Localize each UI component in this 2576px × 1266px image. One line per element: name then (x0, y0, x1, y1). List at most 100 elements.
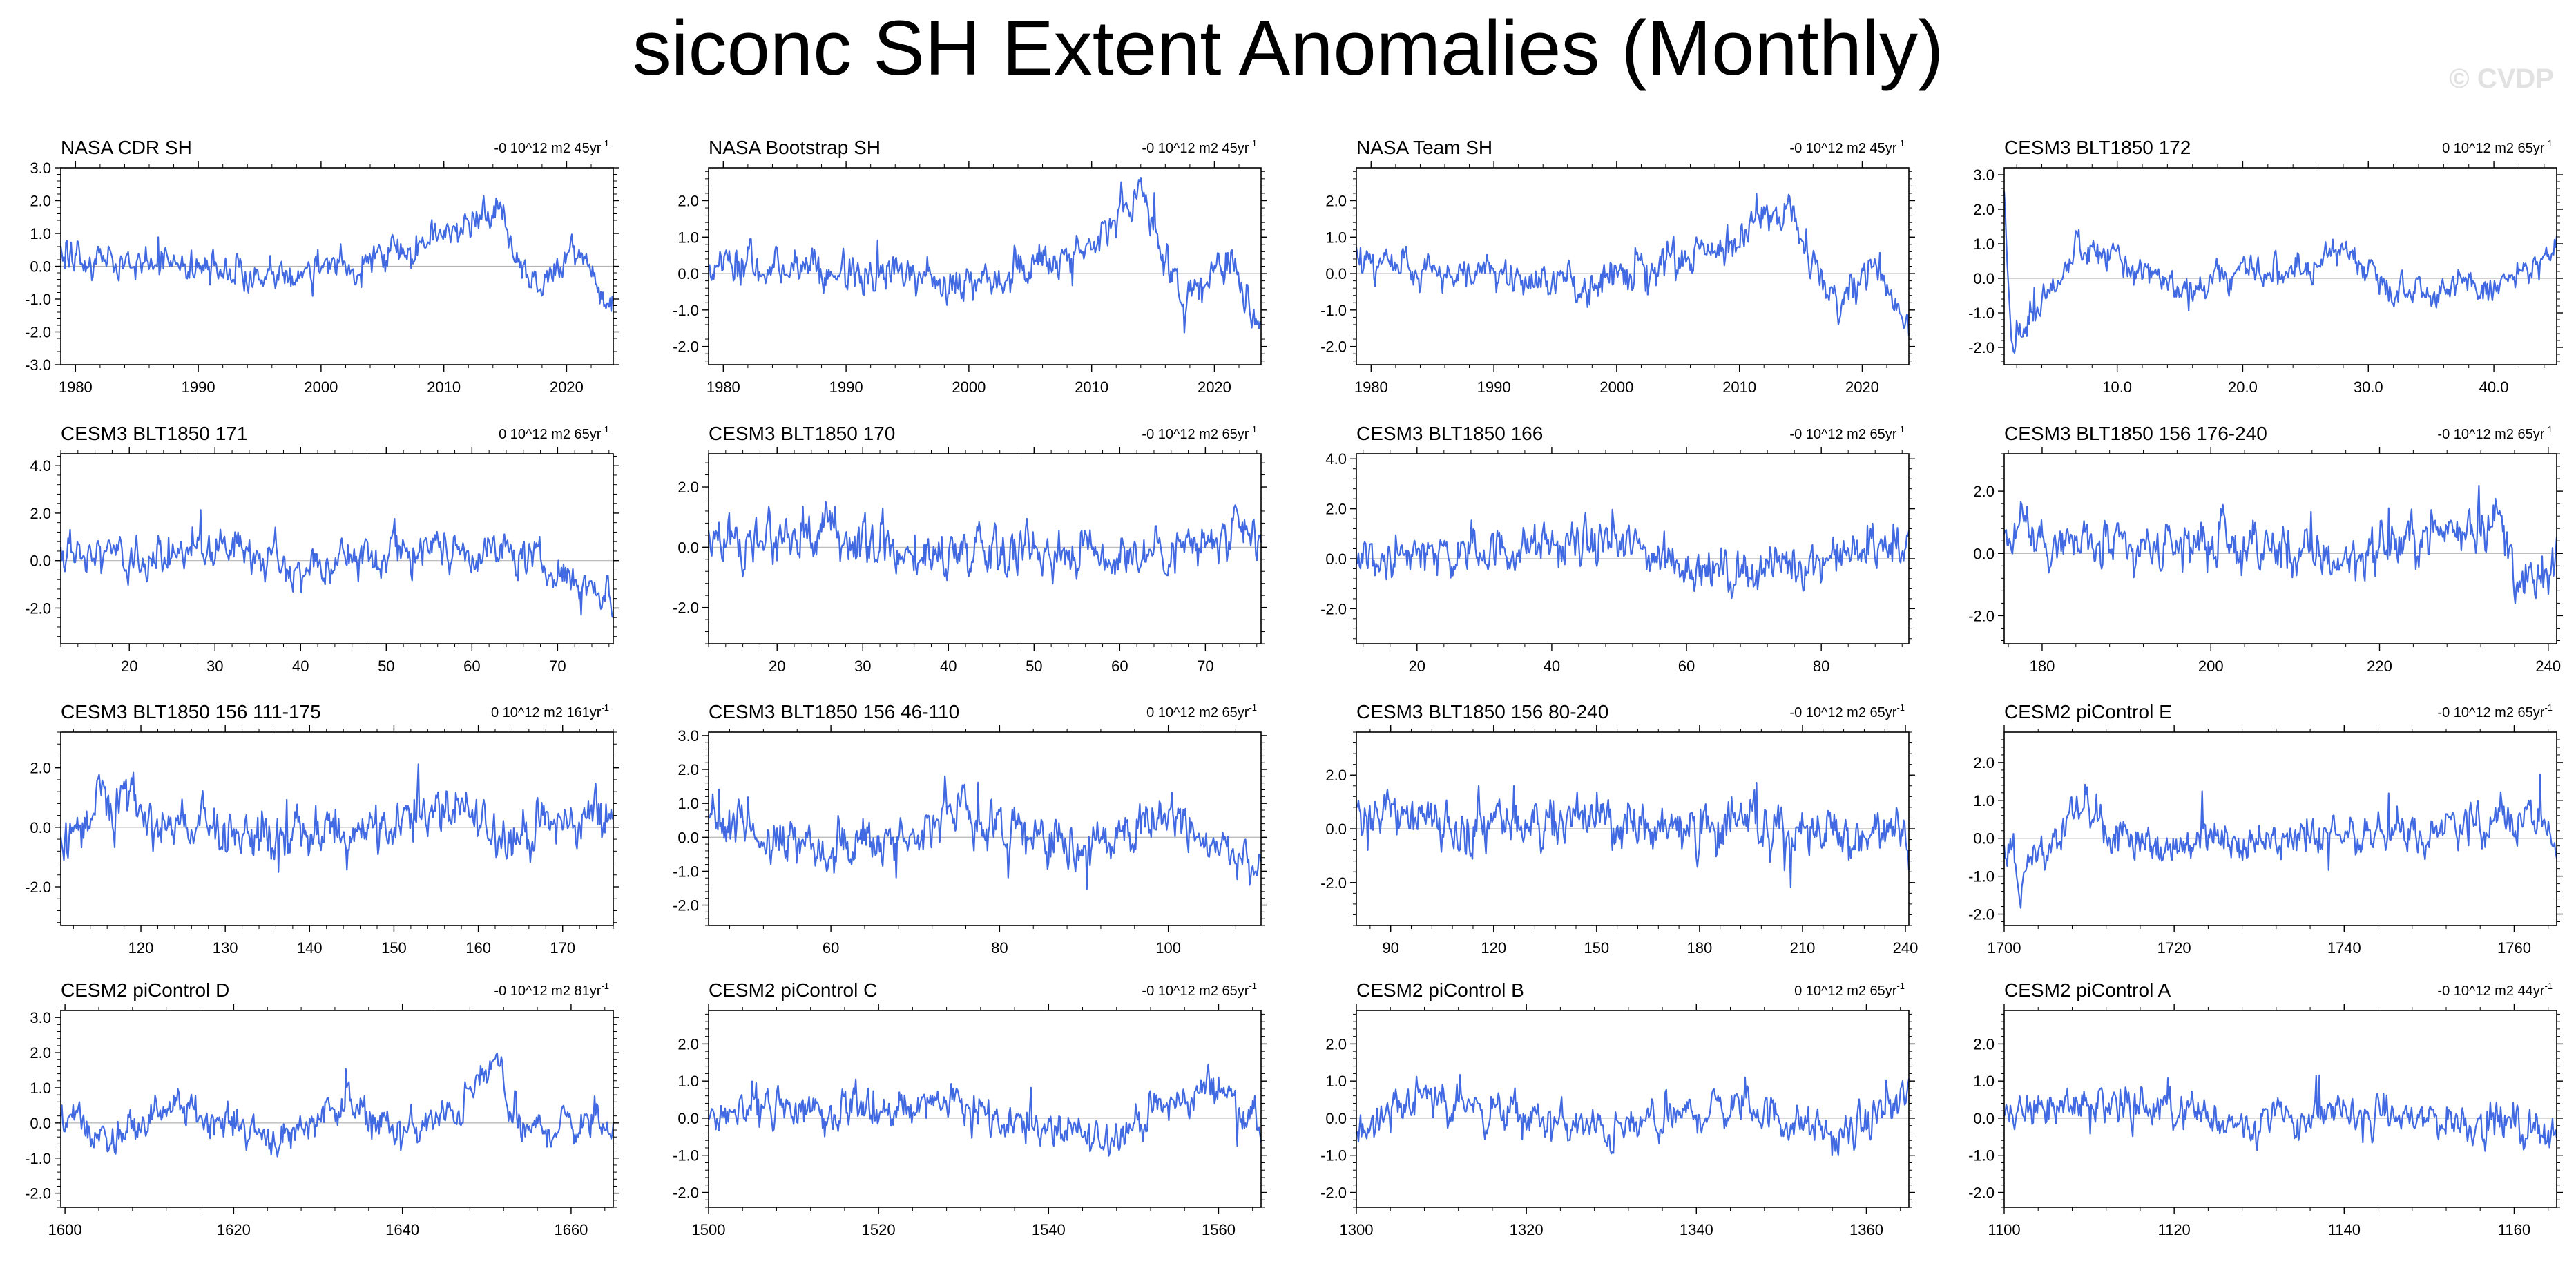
y-tick-label: 0.0 (30, 1115, 51, 1132)
x-tick-label: 180 (2030, 658, 2055, 675)
x-tick-label: 180 (1687, 939, 1713, 957)
panel-stat-exponent: -1 (2544, 702, 2553, 713)
plot-frame (708, 731, 1262, 926)
panel-stat-exponent: -1 (1249, 702, 1257, 713)
series-line (707, 501, 1262, 585)
series-line (1356, 781, 1910, 888)
panel-title: CESM2 piControl B (1356, 979, 1524, 1001)
y-tick-label: -2.0 (673, 897, 699, 914)
y-tick-label: 1.0 (677, 1073, 699, 1090)
x-tick-label: 1740 (2327, 939, 2361, 957)
y-tick-label: 0.0 (1973, 545, 1995, 562)
panel-stat-exponent: -1 (1896, 424, 1905, 434)
panel-stat-exponent: -1 (1249, 981, 1257, 991)
figure-title: siconc SH Extent Anomalies (Monthly) (632, 5, 1944, 91)
y-tick-label: -1.0 (673, 863, 699, 880)
plot-frame (2003, 731, 2557, 926)
y-tick-label: 1.0 (677, 795, 699, 812)
x-tick-label: 1520 (862, 1221, 896, 1238)
x-tick-label: 150 (1584, 939, 1609, 957)
panel-stat: -0 10^12 m2 65yr-1 (2437, 424, 2553, 442)
x-tick-label: 1660 (554, 1221, 588, 1238)
panel-stat: 0 10^12 m2 161yr-1 (491, 702, 609, 720)
panel-stat: -0 10^12 m2 65yr-1 (1142, 424, 1257, 442)
x-tick-label: 1560 (1202, 1221, 1236, 1238)
panel-stat-exponent: -1 (2544, 424, 2553, 434)
y-tick-label: 2.0 (1325, 1035, 1347, 1053)
panel-stat-exponent: -1 (2544, 981, 2553, 991)
x-tick-label: 90 (1382, 939, 1398, 957)
y-tick-label: 1.0 (1325, 1073, 1347, 1090)
y-tick-label: 0.0 (30, 819, 51, 836)
plot-frame (60, 1010, 614, 1208)
x-tick-label: 160 (465, 939, 491, 957)
panel-15: CESM2 piControl B 0 10^12 m2 65yr-1 -2.0 -1… (1320, 979, 1915, 1238)
panel-stat: -0 10^12 m2 65yr-1 (1789, 702, 1905, 720)
x-tick-label: 1990 (1477, 378, 1511, 396)
panel-stat-text: -0 10^12 m2 65yr (1142, 427, 1249, 442)
y-tick-label: 0.0 (1325, 821, 1347, 838)
panel-stat-text: -0 10^12 m2 45yr (494, 141, 601, 156)
y-tick-label: 2.0 (1973, 754, 1995, 771)
panel-stat-exponent: -1 (1896, 702, 1905, 713)
panel-stat: -0 10^12 m2 65yr-1 (1789, 424, 1905, 442)
panel-stat: -0 10^12 m2 45yr-1 (1789, 138, 1905, 156)
x-tick-label: 2020 (1198, 378, 1231, 396)
plot-frame (60, 453, 614, 644)
y-tick-label: 1.0 (30, 1080, 51, 1097)
series-line (59, 509, 614, 618)
x-tick-label: 200 (2198, 658, 2224, 675)
x-tick-label: 2010 (1075, 378, 1108, 396)
y-tick-label: 4.0 (1325, 450, 1347, 468)
panel-stat-text: -0 10^12 m2 45yr (1142, 141, 1249, 156)
panel-stat-text: -0 10^12 m2 65yr (2437, 427, 2544, 442)
x-tick-label: 1320 (1510, 1221, 1544, 1238)
panel-stat-text: 0 10^12 m2 65yr (1794, 984, 1897, 999)
panel-title: CESM3 BLT1850 156 46-110 (709, 701, 959, 722)
panel-stat: 0 10^12 m2 65yr-1 (1794, 981, 1905, 999)
y-tick-label: 1.0 (30, 225, 51, 242)
y-tick-label: 0.0 (677, 265, 699, 282)
x-tick-label: 1500 (692, 1221, 726, 1238)
series-line (1356, 1073, 1910, 1157)
x-tick-label: 2000 (1599, 378, 1633, 396)
panel-title: CESM3 BLT1850 172 (2004, 137, 2191, 158)
y-tick-label: 1.0 (1973, 236, 1995, 253)
panel-14: CESM2 piControl C -0 10^12 m2 65yr-1 -2.0 -… (673, 979, 1267, 1238)
y-tick-label: -1.0 (25, 291, 51, 308)
x-tick-label: 150 (381, 939, 407, 957)
x-tick-label: 140 (297, 939, 323, 957)
panel-title: CESM3 BLT1850 166 (1356, 423, 1543, 444)
x-tick-label: 20 (121, 658, 137, 675)
y-tick-label: 0.0 (677, 1110, 699, 1127)
plot-frame (2003, 1010, 2557, 1208)
x-tick-label: 130 (213, 939, 238, 957)
y-tick-label: -1.0 (1968, 1147, 1995, 1164)
panel-16: CESM2 piControl A -0 10^12 m2 44yr-1 -2.0 -… (1968, 979, 2563, 1238)
x-tick-label: 2020 (1845, 378, 1879, 396)
panel-stat-text: -0 10^12 m2 65yr (1789, 705, 1896, 720)
panel-3: NASA Team SH -0 10^12 m2 45yr-1 -2.0 -1.0 0.… (1320, 137, 1915, 396)
x-tick-label: 30 (854, 658, 871, 675)
x-tick-label: 1120 (2157, 1221, 2190, 1238)
plot-frame (708, 453, 1262, 644)
y-tick-label: -1.0 (1320, 302, 1347, 319)
x-tick-label: 1990 (829, 378, 863, 396)
y-tick-label: 2.0 (1973, 483, 1995, 500)
x-tick-label: 30.0 (2354, 378, 2383, 396)
series-line (2003, 773, 2558, 909)
series-line (2003, 1074, 2558, 1152)
plot-frame (1356, 1010, 1910, 1208)
panel-stat-text: -0 10^12 m2 65yr (1789, 427, 1896, 442)
panel-title: CESM2 piControl A (2004, 979, 2171, 1001)
x-tick-label: 120 (1481, 939, 1506, 957)
y-tick-label: -2.0 (1320, 600, 1347, 617)
panel-title: CESM3 BLT1850 171 (61, 423, 247, 444)
x-tick-label: 40 (292, 658, 309, 675)
y-tick-label: 2.0 (677, 479, 699, 496)
y-tick-label: -2.0 (1968, 1184, 1995, 1201)
panel-stat: -0 10^12 m2 45yr-1 (1142, 138, 1257, 156)
y-tick-label: -2.0 (25, 324, 51, 341)
panel-stat-exponent: -1 (601, 138, 609, 148)
